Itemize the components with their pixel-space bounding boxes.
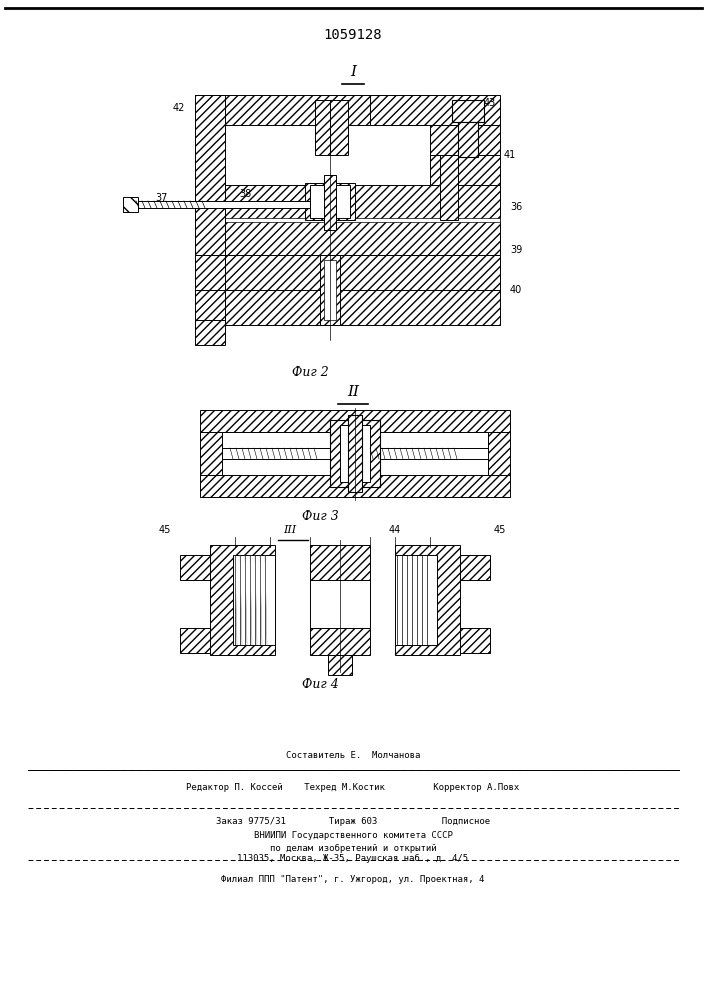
Bar bbox=[310, 185, 350, 218]
Text: Редактор П. Коссей    Техред М.Костик         Корректор А.Повх: Редактор П. Коссей Техред М.Костик Корре… bbox=[187, 784, 520, 792]
Bar bbox=[395, 545, 460, 655]
Bar bbox=[310, 580, 370, 628]
Bar bbox=[430, 155, 500, 185]
Bar bbox=[370, 95, 500, 125]
Bar bbox=[225, 255, 500, 290]
Bar bbox=[348, 415, 362, 492]
Text: 43: 43 bbox=[484, 98, 496, 108]
Bar bbox=[488, 432, 510, 475]
Bar bbox=[195, 320, 225, 345]
Text: ВНИИПИ Государственного комитета СССР: ВНИИПИ Государственного комитета СССР bbox=[254, 832, 452, 840]
Text: 37: 37 bbox=[156, 193, 168, 203]
Bar bbox=[452, 100, 484, 122]
Text: 41: 41 bbox=[504, 150, 516, 160]
Bar bbox=[200, 410, 510, 432]
Text: Филиал ППП "Патент", г. Ужгород, ул. Проектная, 4: Филиал ППП "Патент", г. Ужгород, ул. Про… bbox=[221, 876, 485, 884]
Text: 45: 45 bbox=[493, 525, 506, 535]
Bar bbox=[458, 122, 478, 157]
Bar bbox=[330, 100, 348, 155]
Text: Фиг 3: Фиг 3 bbox=[302, 510, 339, 522]
Bar bbox=[200, 432, 222, 475]
Bar bbox=[340, 425, 370, 482]
Text: 36: 36 bbox=[510, 202, 522, 212]
Bar bbox=[195, 155, 225, 185]
Bar bbox=[324, 175, 336, 230]
Bar bbox=[330, 420, 380, 487]
Bar bbox=[310, 628, 370, 655]
Bar bbox=[430, 125, 500, 155]
Bar bbox=[225, 185, 500, 220]
Bar bbox=[222, 448, 488, 459]
Bar bbox=[440, 155, 458, 220]
Text: Фиг 4: Фиг 4 bbox=[302, 678, 339, 692]
Bar bbox=[222, 432, 488, 475]
Bar bbox=[460, 628, 490, 653]
Bar bbox=[135, 201, 310, 208]
Bar bbox=[195, 290, 225, 325]
Text: 113035, Москва, Ж-35, Раушская наб., д. 4/5: 113035, Москва, Ж-35, Раушская наб., д. … bbox=[238, 853, 469, 863]
Text: Составитель Е.  Молчанова: Составитель Е. Молчанова bbox=[286, 750, 420, 760]
Bar bbox=[123, 197, 138, 212]
Bar bbox=[225, 290, 500, 325]
Text: 40: 40 bbox=[510, 285, 522, 295]
Bar bbox=[324, 260, 336, 320]
Bar bbox=[195, 185, 225, 220]
Text: Заказ 9775/31        Тираж 603            Подписное: Заказ 9775/31 Тираж 603 Подписное bbox=[216, 818, 490, 826]
Text: Фиг 2: Фиг 2 bbox=[291, 365, 328, 378]
Bar bbox=[180, 628, 210, 653]
Bar bbox=[195, 95, 430, 125]
Text: I: I bbox=[350, 65, 356, 79]
Text: 45: 45 bbox=[159, 525, 171, 535]
Bar bbox=[305, 183, 355, 220]
Bar bbox=[395, 555, 437, 645]
Text: II: II bbox=[347, 385, 359, 399]
Text: III: III bbox=[284, 525, 296, 535]
Bar bbox=[195, 125, 225, 155]
Bar bbox=[200, 475, 510, 497]
Bar bbox=[195, 255, 225, 290]
Text: 38: 38 bbox=[239, 189, 251, 199]
Bar bbox=[233, 555, 275, 645]
Bar bbox=[195, 95, 225, 255]
Bar bbox=[225, 218, 500, 222]
Bar bbox=[225, 220, 500, 255]
Text: 42: 42 bbox=[173, 103, 185, 113]
Bar bbox=[180, 555, 210, 580]
Text: по делам изобретений и открытий: по делам изобретений и открытий bbox=[269, 843, 436, 853]
Text: 39: 39 bbox=[510, 245, 522, 255]
Bar bbox=[210, 545, 275, 655]
Bar bbox=[310, 545, 370, 580]
Bar bbox=[315, 100, 333, 155]
Bar bbox=[320, 255, 340, 325]
Bar bbox=[460, 555, 490, 580]
Text: 44: 44 bbox=[389, 525, 401, 535]
Text: 1059128: 1059128 bbox=[324, 28, 382, 42]
Bar bbox=[195, 220, 225, 255]
Bar bbox=[328, 655, 352, 675]
